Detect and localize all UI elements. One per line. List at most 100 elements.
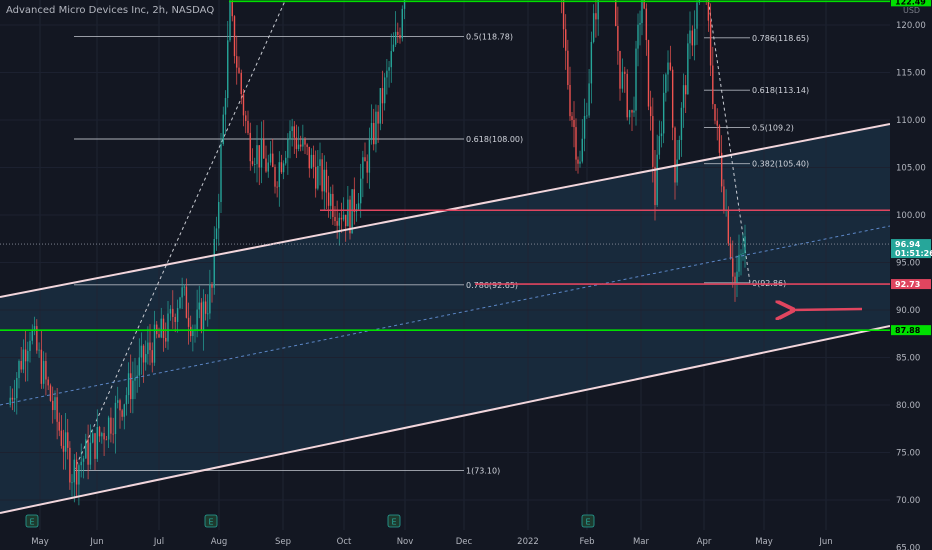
x-tick-label: 2022 (517, 537, 539, 547)
candle-body (285, 157, 287, 164)
candle-body (78, 465, 80, 485)
y-tick-label: 80.00 (896, 401, 920, 411)
candle-body (390, 51, 392, 68)
price-badge-label: 96.94 (895, 240, 921, 249)
y-tick-label: 65.00 (896, 544, 920, 550)
candle-body (207, 313, 209, 315)
candle-body (256, 145, 258, 165)
candle-body (709, 20, 712, 66)
candle-body (370, 122, 373, 140)
candle-body (662, 92, 665, 134)
candle-body (707, 0, 710, 21)
candle-body (49, 385, 52, 401)
candle-body (222, 114, 224, 145)
candle-body (595, 13, 597, 20)
candle-body (213, 239, 215, 288)
candle-body (377, 111, 379, 124)
candle-body (714, 104, 716, 121)
candle-body (342, 214, 345, 220)
candle-body (399, 35, 401, 39)
fib1-level-label: 1(73.10) (466, 467, 500, 476)
candle-body (635, 48, 637, 111)
candle-body (192, 329, 194, 337)
candle-body (183, 286, 185, 288)
candle-body (114, 402, 117, 435)
price-badge-label: 92.73 (895, 280, 920, 289)
y-tick-label: 110.00 (896, 116, 926, 126)
candle-body (373, 122, 375, 145)
earnings-marker-label: E (29, 518, 34, 527)
candle-body (33, 326, 36, 331)
candle-body (615, 0, 617, 27)
x-tick-label: Jul (153, 537, 164, 547)
candle-body (643, 0, 645, 9)
candle-body (82, 458, 85, 462)
candle-body (569, 84, 571, 117)
y-tick-label: 75.00 (896, 449, 920, 459)
candle-body (107, 417, 110, 440)
candle-body (24, 349, 27, 362)
candle-body (94, 433, 96, 459)
x-tick-label: Jun (89, 537, 103, 547)
earnings-marker-label: E (585, 518, 590, 527)
candle-body (176, 308, 179, 322)
candle-body (592, 13, 595, 42)
candle-body (153, 324, 156, 363)
candle-body (295, 137, 298, 149)
candle-body (112, 433, 114, 435)
candle-body (229, 1, 231, 41)
candle-body (218, 201, 220, 229)
candle-body (260, 139, 263, 168)
candle-body (633, 110, 635, 113)
candle-body (134, 378, 136, 381)
price-badge (891, 248, 931, 259)
candle-body (641, 0, 643, 24)
x-tick-label: May (755, 537, 773, 547)
earnings-marker-icon (25, 514, 39, 528)
price-badge-label: 122.49 (895, 0, 926, 6)
candle-body (718, 125, 721, 153)
y-tick-label: 105.00 (896, 164, 926, 174)
candle-body (353, 189, 355, 212)
candle-body (274, 166, 276, 187)
candle-body (245, 115, 247, 121)
candle-body (174, 316, 176, 322)
candle-body (304, 139, 306, 145)
channel-mid-line (0, 225, 891, 406)
fib1-trend-line (73, 0, 286, 471)
candle-body (233, 16, 236, 57)
candle-body (18, 361, 20, 378)
candle-body (654, 166, 656, 206)
candle-body (89, 442, 92, 465)
candle-body (676, 159, 678, 183)
candle-body (330, 193, 332, 206)
candle-body (60, 430, 63, 446)
candle-body (302, 139, 304, 147)
candle-body (254, 164, 256, 165)
candle-body (334, 216, 336, 222)
candle-body (151, 350, 153, 363)
candle-body (165, 337, 167, 342)
price-badge-label: 01:51:26 (895, 249, 932, 258)
candle-body (52, 400, 54, 411)
candle-body (315, 166, 317, 189)
y-axis-panel (890, 0, 932, 550)
y-tick-label: 95.00 (896, 259, 920, 269)
candle-body (645, 8, 648, 41)
candle-body (247, 120, 249, 133)
candle-body (142, 345, 145, 363)
candle-body (401, 8, 403, 39)
fib1-level-label: 0.5(118.78) (466, 33, 513, 42)
candle-body (187, 317, 190, 327)
candle-body (379, 88, 382, 124)
x-tick-label: Feb (579, 537, 594, 547)
candle-body (744, 236, 746, 254)
candle-body (720, 152, 723, 187)
candle-body (198, 302, 200, 310)
candle-body (169, 308, 172, 314)
candle-body (20, 361, 22, 370)
candle-body (680, 107, 683, 140)
candle-body (42, 361, 45, 384)
x-tick-label: Apr (697, 537, 712, 547)
